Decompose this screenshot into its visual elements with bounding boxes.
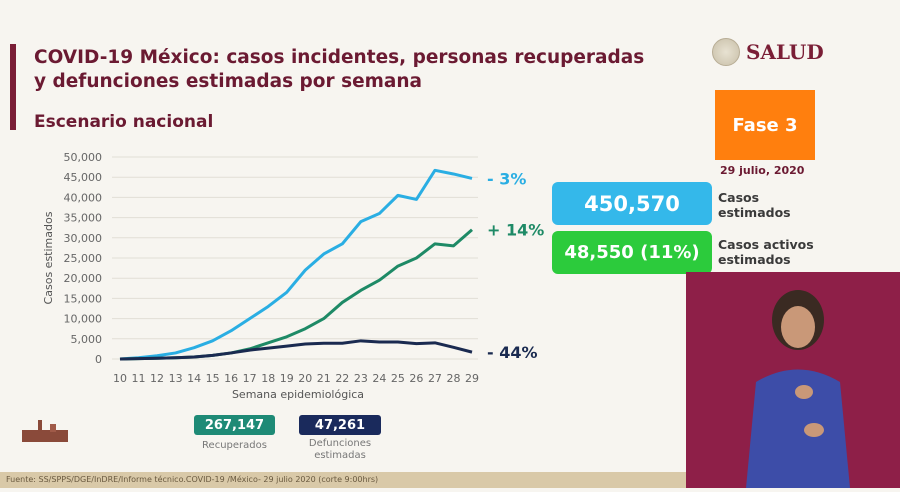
x-tick-label: 21: [317, 372, 331, 385]
y-tick-label: 0: [95, 353, 102, 366]
recuperados-value: 267,147: [194, 415, 275, 435]
casos-change-label: - 3%: [487, 169, 526, 188]
x-tick-label: 26: [409, 372, 423, 385]
y-tick-label: 45,000: [64, 171, 103, 184]
city-illustration-icon: [20, 418, 70, 444]
y-tick-label: 30,000: [64, 232, 103, 245]
x-tick-label: 22: [335, 372, 349, 385]
report-date: 29 julio, 2020: [720, 164, 804, 177]
y-tick-label: 15,000: [64, 292, 103, 305]
y-tick-label: 40,000: [64, 191, 103, 204]
x-tick-label: 15: [206, 372, 220, 385]
defunciones-change-label: - 44%: [487, 343, 538, 362]
sign-language-interpreter-video: [686, 272, 900, 488]
page-subtitle: Escenario nacional: [34, 112, 213, 132]
defunciones-label: Defunciones estimadas: [294, 438, 386, 462]
x-tick-label: 13: [169, 372, 183, 385]
interpreter-figure-icon: [686, 272, 900, 488]
y-tick-label: 50,000: [64, 151, 103, 164]
x-tick-label: 14: [187, 372, 201, 385]
defunciones-line: [120, 341, 472, 359]
x-tick-label: 29: [465, 372, 479, 385]
casos-estimados-label: Casos estimados: [718, 190, 808, 220]
y-tick-label: 10,000: [64, 313, 103, 326]
x-tick-label: 17: [243, 372, 257, 385]
x-tick-label: 19: [280, 372, 294, 385]
defunciones-value: 47,261: [299, 415, 381, 435]
recuperados-line: [120, 230, 472, 359]
x-tick-label: 12: [150, 372, 164, 385]
x-tick-label: 18: [261, 372, 275, 385]
x-tick-label: 24: [372, 372, 386, 385]
x-tick-label: 20: [298, 372, 312, 385]
salud-logo: SALUD: [712, 38, 824, 66]
recuperados-label: Recuperados: [194, 440, 275, 452]
x-tick-label: 10: [113, 372, 127, 385]
casos-line: [120, 170, 472, 359]
x-tick-label: 16: [224, 372, 238, 385]
casos-activos-label: Casos activos estimados: [718, 237, 828, 267]
accent-bar: [10, 44, 16, 130]
casos-estimados-value: 450,570: [552, 182, 712, 225]
phase-badge: Fase 3: [715, 90, 815, 160]
y-axis-label: Casos estimados: [42, 211, 55, 304]
line-chart: 0 5,000 10,000 15,000 20,000 25,000 30,000 35,0…: [0, 140, 560, 410]
x-tick-label: 25: [391, 372, 405, 385]
seal-icon: [712, 38, 740, 66]
x-tick-label: 27: [428, 372, 442, 385]
x-tick-label: 28: [446, 372, 460, 385]
x-axis-label: Semana epidemiológica: [232, 388, 364, 401]
recuperados-change-label: + 14%: [487, 221, 544, 240]
y-tick-label: 20,000: [64, 272, 103, 285]
x-tick-label: 23: [354, 372, 368, 385]
y-tick-label: 5,000: [71, 333, 103, 346]
logo-text: SALUD: [746, 40, 824, 64]
casos-activos-value: 48,550 (11%): [552, 231, 712, 274]
x-tick-label: 11: [132, 372, 146, 385]
y-tick-label: 35,000: [64, 212, 103, 225]
page-title: COVID-19 México: casos incidentes, perso…: [34, 46, 654, 94]
y-tick-label: 25,000: [64, 252, 103, 265]
